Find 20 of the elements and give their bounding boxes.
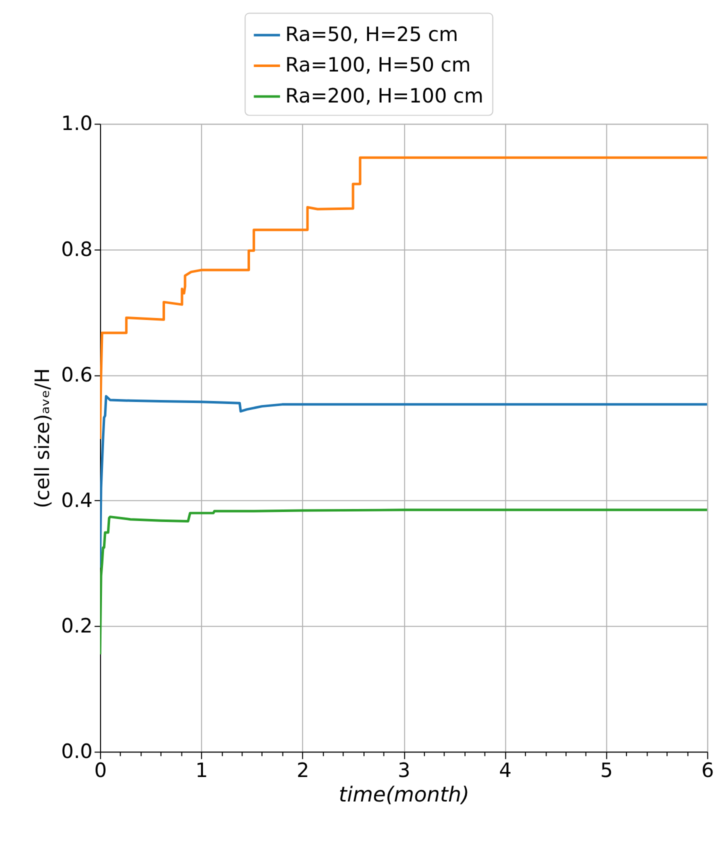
- x-tick-label: 2: [296, 758, 310, 782]
- x-tick-label: 1: [195, 758, 208, 782]
- x-tick-label: 5: [600, 758, 613, 782]
- line-series: [100, 156, 708, 440]
- y-tick-label: 0.2: [61, 614, 93, 638]
- y-tick-label: 0.0: [61, 740, 93, 764]
- y-tick-label: 0.6: [61, 363, 93, 386]
- x-axis-title: time(month): [338, 782, 470, 807]
- legend-label: Ra=50, H=25 cm: [285, 23, 458, 46]
- x-tick-label: 4: [498, 758, 512, 782]
- line-series: [100, 508, 708, 656]
- y-tick-label: 1.0: [61, 112, 93, 136]
- x-tick-label: 6: [701, 758, 714, 782]
- legend-label: Ra=200, H=100 cm: [285, 84, 484, 108]
- y-tick-label: 0.8: [61, 238, 93, 261]
- legend-label: Ra=100, H=50 cm: [285, 54, 471, 77]
- y-tick-label: 0.4: [61, 488, 93, 512]
- x-tick-label: 3: [398, 758, 410, 782]
- y-axis-title: (cell size)ₐᵥₑ/H: [31, 368, 54, 508]
- x-tick-label: 0: [94, 758, 107, 782]
